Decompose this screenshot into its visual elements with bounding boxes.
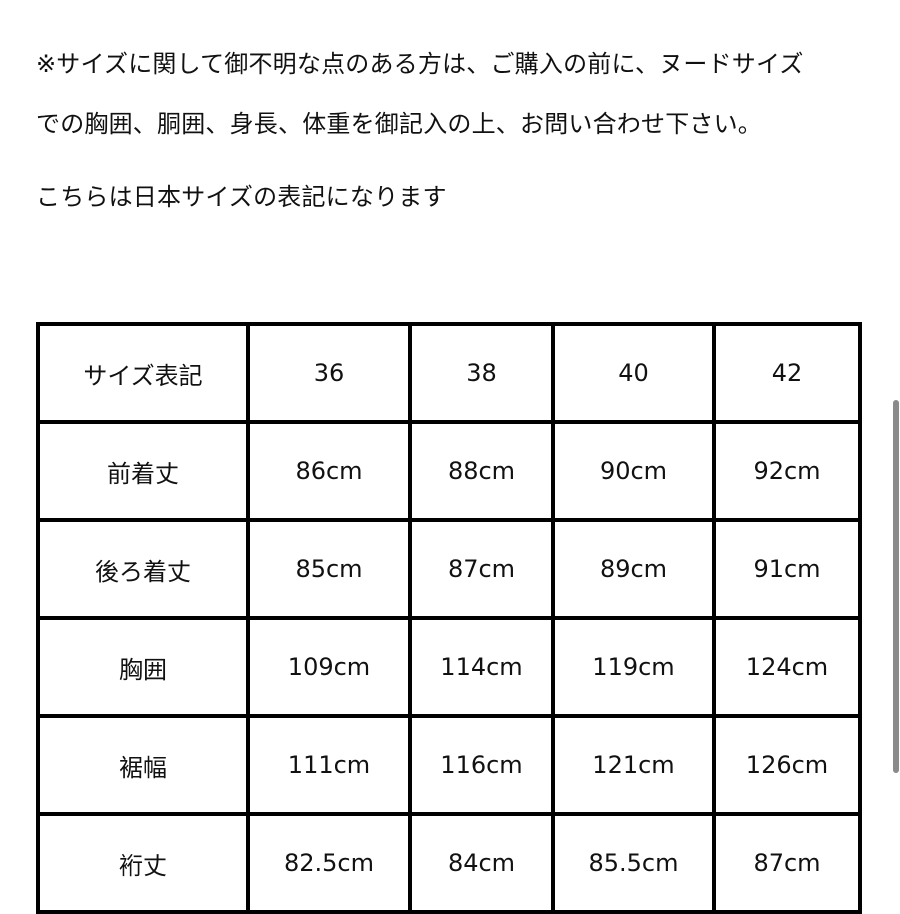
table-header-row: サイズ表記 36 38 40 42 [36,322,862,424]
value-cell: 36 [246,322,412,424]
value-cell: 90cm [551,420,716,522]
row-label-cell: サイズ表記 [36,322,250,424]
row-label-cell: 前着丈 [36,420,250,522]
value-cell: 40 [551,322,716,424]
size-note-line-2: での胸囲、胴囲、身長、体重を御記入の上、お問い合わせ下さい。 [36,110,762,138]
value-cell: 91cm [712,518,862,620]
size-note-line-1: ※サイズに関して御不明な点のある方は、ご購入の前に、ヌードサイズ [36,50,804,78]
row-label-cell: 裄丈 [36,812,250,914]
value-cell: 126cm [712,714,862,816]
value-cell: 85.5cm [551,812,716,914]
row-label-cell: 裾幅 [36,714,250,816]
value-cell: 38 [408,322,555,424]
value-cell: 87cm [408,518,555,620]
value-cell: 89cm [551,518,716,620]
row-label-cell: 後ろ着丈 [36,518,250,620]
table-row: 後ろ着丈 85cm 87cm 89cm 91cm [36,518,862,620]
row-label-cell: 胸囲 [36,616,250,718]
table-row: 前着丈 86cm 88cm 90cm 92cm [36,420,862,522]
value-cell: 82.5cm [246,812,412,914]
table-row: 胸囲 109cm 114cm 119cm 124cm [36,616,862,718]
value-cell: 119cm [551,616,716,718]
value-cell: 124cm [712,616,862,718]
table-row: 裄丈 82.5cm 84cm 85.5cm 87cm [36,812,862,914]
size-table: サイズ表記 36 38 40 42 前着丈 86cm 88cm 90cm 92cm 後ろ着丈 85cm… [36,322,862,914]
value-cell: 42 [712,322,862,424]
value-cell: 87cm [712,812,862,914]
value-cell: 92cm [712,420,862,522]
value-cell: 86cm [246,420,412,522]
value-cell: 116cm [408,714,555,816]
table-row: 裾幅 111cm 116cm 121cm 126cm [36,714,862,816]
value-cell: 109cm [246,616,412,718]
japan-size-note: こちらは日本サイズの表記になります [36,183,447,211]
value-cell: 84cm [408,812,555,914]
value-cell: 114cm [408,616,555,718]
value-cell: 85cm [246,518,412,620]
value-cell: 121cm [551,714,716,816]
value-cell: 111cm [246,714,412,816]
value-cell: 88cm [408,420,555,522]
scrollbar[interactable] [893,400,899,773]
